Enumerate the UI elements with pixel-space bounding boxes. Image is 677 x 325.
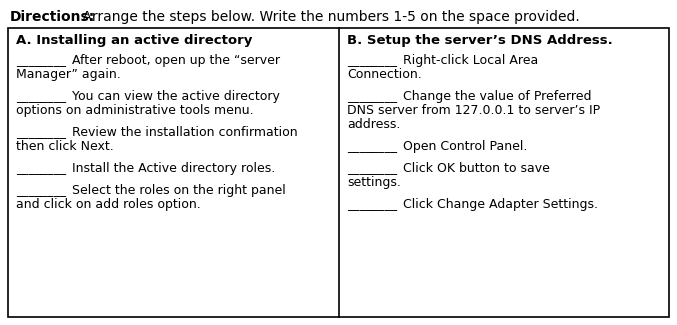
Bar <box>8 28 669 317</box>
Text: Click OK button to save: Click OK button to save <box>399 162 550 175</box>
Text: After reboot, open up the “server: After reboot, open up the “server <box>68 54 280 67</box>
Text: Select the roles on the right panel: Select the roles on the right panel <box>68 184 286 197</box>
Text: DNS server from 127.0.0.1 to server’s IP: DNS server from 127.0.0.1 to server’s IP <box>347 104 600 117</box>
Text: options on administrative tools menu.: options on administrative tools menu. <box>16 104 254 117</box>
Text: Manager” again.: Manager” again. <box>16 68 121 81</box>
Text: Directions:: Directions: <box>10 10 95 24</box>
Text: address.: address. <box>347 118 401 131</box>
Text: Connection.: Connection. <box>347 68 422 81</box>
Text: ________: ________ <box>16 90 66 103</box>
Text: Right-click Local Area: Right-click Local Area <box>399 54 538 67</box>
Text: Change the value of Preferred: Change the value of Preferred <box>399 90 592 103</box>
Text: then click Next.: then click Next. <box>16 140 114 153</box>
Text: ________: ________ <box>16 162 66 175</box>
Text: Arrange the steps below. Write the numbers 1-5 on the space provided.: Arrange the steps below. Write the numbe… <box>78 10 580 24</box>
Text: Install the Active directory roles.: Install the Active directory roles. <box>68 162 276 175</box>
Text: Click Change Adapter Settings.: Click Change Adapter Settings. <box>399 198 598 211</box>
Text: ________: ________ <box>16 126 66 139</box>
Text: Review the installation confirmation: Review the installation confirmation <box>68 126 298 139</box>
Text: A. Installing an active directory: A. Installing an active directory <box>16 34 253 47</box>
Text: ________: ________ <box>347 198 397 211</box>
Text: ________: ________ <box>16 184 66 197</box>
Text: You can view the active directory: You can view the active directory <box>68 90 280 103</box>
Text: ________: ________ <box>16 54 66 67</box>
Text: ________: ________ <box>347 162 397 175</box>
Text: B. Setup the server’s DNS Address.: B. Setup the server’s DNS Address. <box>347 34 613 47</box>
Text: ________: ________ <box>347 54 397 67</box>
Text: settings.: settings. <box>347 176 401 188</box>
Text: and click on add roles option.: and click on add roles option. <box>16 198 201 211</box>
Text: Open Control Panel.: Open Control Panel. <box>399 140 527 153</box>
Text: ________: ________ <box>347 140 397 153</box>
Text: ________: ________ <box>347 90 397 103</box>
